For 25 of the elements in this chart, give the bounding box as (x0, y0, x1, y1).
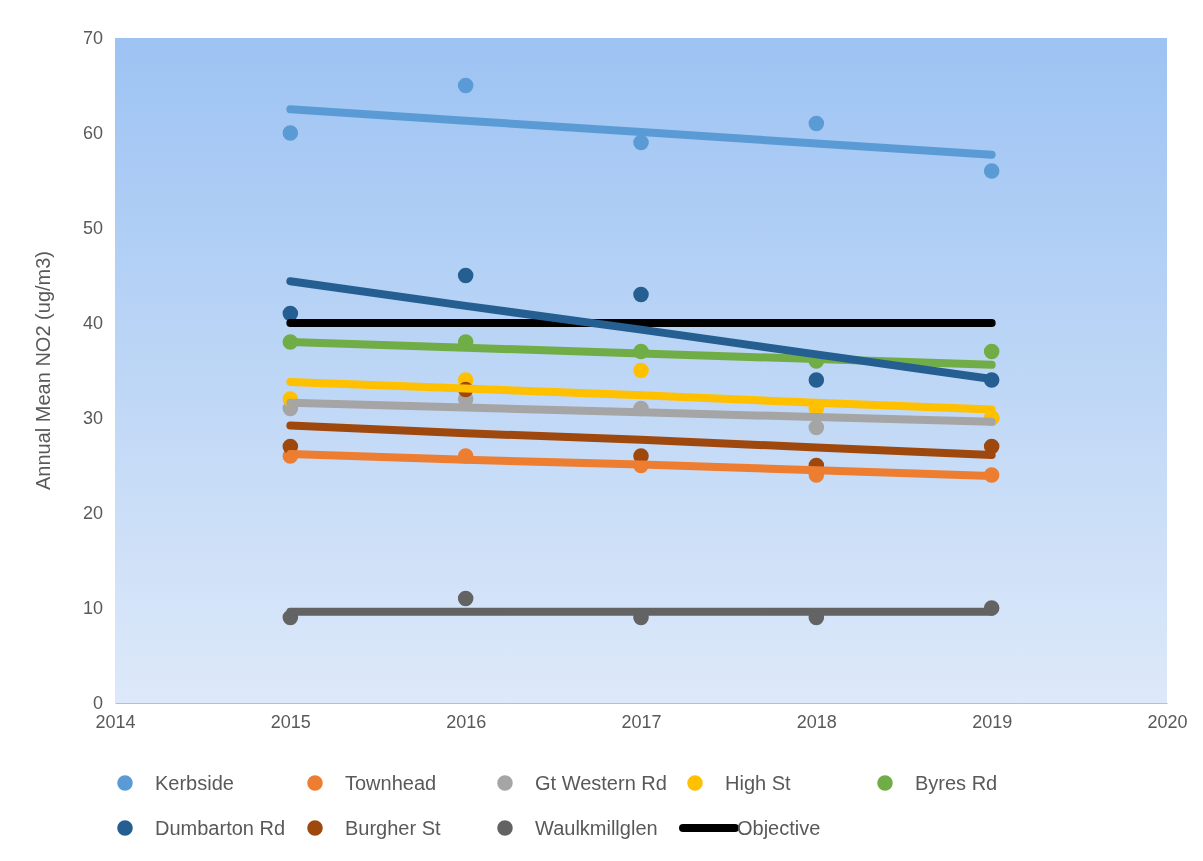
y-axis-title: Annual Mean NO2 (ug/m3) (32, 250, 54, 491)
legend-label: Townhead (345, 772, 437, 794)
y-tick-label: 30 (82, 408, 103, 429)
x-tick-label: 2017 (621, 711, 662, 732)
legend-label: Dumbarton Rd (155, 817, 286, 839)
x-tick-label: 2015 (270, 711, 311, 732)
legend-label: Byres Rd (915, 772, 998, 794)
x-tick-label: 2018 (796, 711, 837, 732)
legend-label: Gt Western Rd (535, 772, 667, 794)
x-tick-label: 2019 (972, 711, 1013, 732)
x-tick-label: 2016 (446, 711, 487, 732)
legend-label: High St (725, 772, 792, 794)
y-tick-label: 20 (82, 503, 103, 524)
legend-label: Objective (737, 817, 821, 839)
legend-label: Waulkmillglen (535, 817, 658, 839)
y-tick-label: 70 (82, 28, 103, 49)
y-tick-label: 60 (82, 123, 103, 144)
legend-label: Kerbside (155, 772, 234, 794)
y-tick-label: 40 (82, 313, 103, 334)
y-tick-label: 10 (82, 598, 103, 619)
y-tick-label: 50 (82, 218, 103, 239)
y-tick-label: 0 (92, 693, 103, 714)
x-tick-label: 2014 (95, 711, 136, 732)
legend-label: Burgher St (345, 817, 442, 839)
x-tick-label: 2020 (1147, 711, 1188, 732)
